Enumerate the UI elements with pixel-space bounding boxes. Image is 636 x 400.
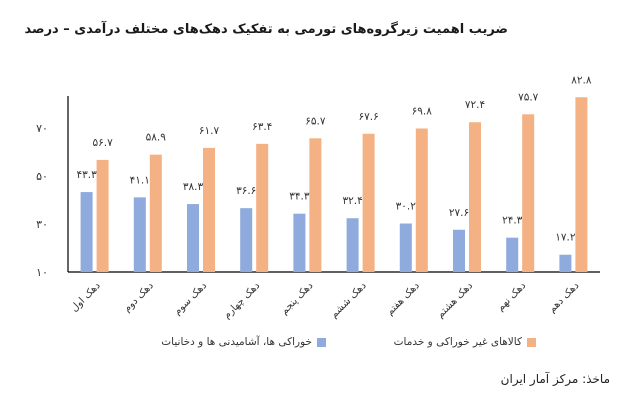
x-tick-label: دهک دهم: [547, 280, 582, 315]
data-label: ۶۵.۷: [305, 115, 326, 127]
data-label: ۴۱.۱: [130, 174, 150, 186]
x-tick-label: دهک ششم: [329, 280, 369, 320]
bar-nonfood: [309, 138, 322, 272]
chart-title: ضریب اهمیت زیرگروه‌های تورمی به تفکیک ده…: [24, 22, 509, 37]
data-label: ۳۶.۶: [236, 185, 256, 197]
bar-food: [399, 223, 412, 272]
data-label: ۳۴.۳: [289, 191, 310, 203]
data-label: ۶۳.۴: [252, 121, 272, 133]
bar-nonfood: [469, 122, 481, 273]
x-tick-label: دهک نهم: [495, 280, 528, 313]
data-label: ۲۷.۶: [449, 207, 469, 219]
bar-food: [293, 213, 306, 272]
bar-food: [506, 237, 519, 272]
data-label: ۶۷.۶: [358, 111, 378, 123]
bar-nonfood: [149, 154, 162, 272]
x-tick-label: دهک اول: [69, 280, 103, 314]
bar-nonfood: [415, 128, 428, 272]
data-label: ۳۰.۲: [396, 201, 417, 213]
y-tick-label: ۵۰: [36, 170, 48, 183]
legend-swatch-food: [317, 337, 326, 347]
data-label: ۵۸.۹: [146, 132, 167, 144]
data-label: ۳۸.۳: [183, 181, 204, 193]
data-label: ۷۲.۴: [465, 99, 485, 111]
bar-nonfood: [96, 159, 109, 272]
legend-item-nonfood: کالاهای غیر خوراکی و خدمات: [394, 336, 536, 348]
y-tick-label: ۱۰: [36, 266, 48, 279]
bar-food: [187, 204, 199, 272]
data-label: ۸۲.۸: [571, 74, 592, 86]
legend-swatch-nonfood: [527, 337, 536, 347]
y-tick-label: ۳۰: [36, 218, 48, 231]
bar-food: [240, 208, 253, 272]
x-tick-label: دهک سوم: [172, 280, 209, 317]
bar-nonfood: [575, 97, 588, 272]
legend-label-nonfood: کالاهای غیر خوراکی و خدمات: [393, 336, 522, 348]
y-tick-label: ۷۰: [36, 122, 48, 135]
source-note: ماخذ: مرکز آمار ایران: [500, 372, 610, 386]
x-tick-label: دهک چهارم: [222, 280, 263, 321]
x-tick-label: دهک هشتم: [435, 280, 475, 320]
data-label: ۶۹.۸: [412, 105, 433, 117]
bar-nonfood: [362, 133, 375, 272]
data-label: ۶۱.۷: [199, 125, 220, 137]
bar-food: [346, 218, 359, 272]
legend-label-food: خوراکی ها، آشامیدنی ها و دخانیات: [161, 336, 312, 348]
data-label: ۳۲.۴: [342, 195, 362, 207]
x-tick-label: دهک پنجم: [279, 280, 316, 317]
bar-food: [453, 229, 465, 272]
data-label: ۵۶.۷: [92, 137, 113, 149]
data-label: ۲۴.۳: [502, 215, 523, 227]
bar-food: [133, 197, 146, 272]
bar-food: [80, 192, 93, 272]
bar-nonfood: [256, 143, 269, 272]
x-tick-label: دهک هفتم: [385, 280, 422, 317]
data-label: ۴۳.۳: [76, 169, 97, 181]
legend-item-food: خوراکی ها، آشامیدنی ها و دخانیات: [161, 336, 326, 348]
x-tick-label: دهک دوم: [122, 280, 156, 314]
data-label: ۱۷.۲: [555, 232, 576, 244]
bar-food: [559, 254, 572, 272]
bar-nonfood: [522, 114, 535, 272]
data-label: ۷۵.۷: [518, 91, 539, 103]
bar-nonfood: [203, 147, 215, 272]
